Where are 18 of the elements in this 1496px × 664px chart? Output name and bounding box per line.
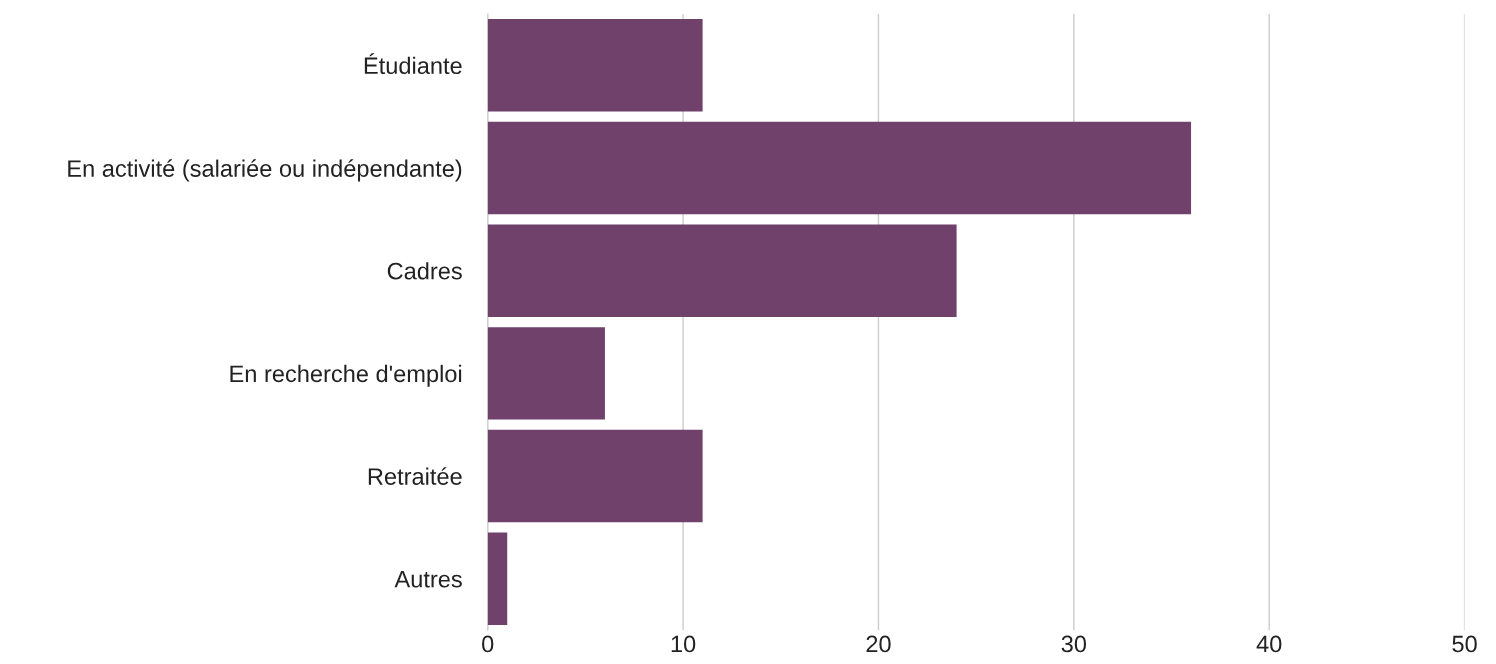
x-tick-label: 50 [1452,635,1477,653]
bar [487,429,703,523]
bar [487,121,1192,215]
bar [487,532,508,625]
y-tick-label: En recherche d'emploi [230,364,462,387]
y-tick-label: Cadres [387,262,462,280]
bar [487,327,605,420]
y-tick-label: En activité (salariée ou indépendante) [68,159,462,182]
x-tick-label: 30 [1061,635,1087,653]
x-tick-label: 20 [866,635,891,653]
x-tick-label: 10 [671,635,696,653]
y-tick-label: Étudiante [364,53,462,75]
bar [487,224,957,317]
bar [487,19,703,112]
y-tick-label: Retraitée [368,467,462,485]
y-tick-label: Autres [394,571,462,588]
x-tick-label: 40 [1256,635,1282,653]
x-tick-label: 0 [482,635,494,653]
